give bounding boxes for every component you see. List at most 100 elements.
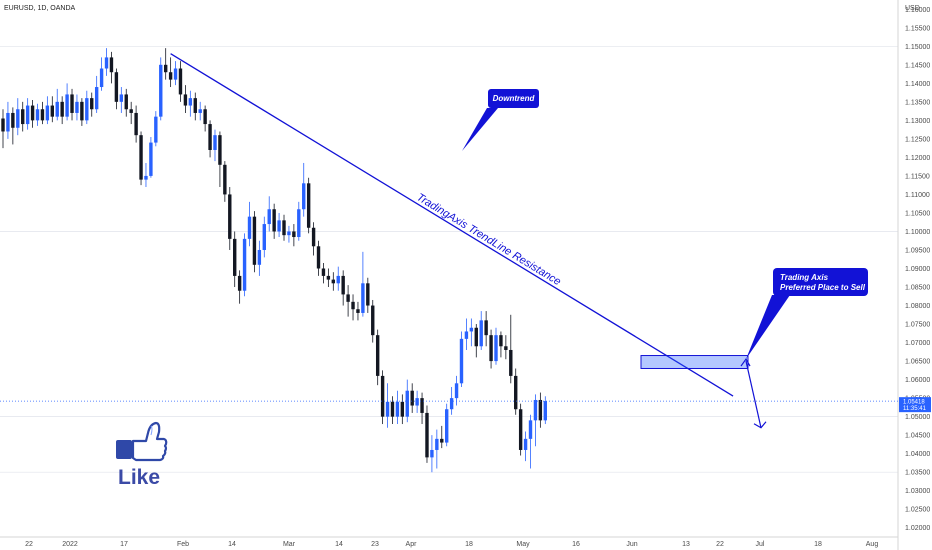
candle-body[interactable]	[168, 72, 173, 80]
candle-body[interactable]	[233, 238, 237, 276]
candle-body[interactable]	[484, 320, 488, 336]
candle-body[interactable]	[504, 346, 508, 350]
candle-body[interactable]	[183, 94, 188, 106]
candle-body[interactable]	[316, 246, 321, 269]
sell-callout[interactable]: Trading Axis Preferred Place to Sell	[746, 268, 868, 359]
candle-body[interactable]	[375, 335, 380, 376]
candle-body[interactable]	[336, 275, 340, 284]
candle-body[interactable]	[533, 399, 538, 421]
candle-body[interactable]	[1, 118, 5, 132]
candle-body[interactable]	[40, 109, 45, 121]
candle-body[interactable]	[119, 94, 124, 102]
candle-body[interactable]	[90, 98, 94, 110]
candle-body[interactable]	[538, 399, 543, 421]
candle-body[interactable]	[454, 383, 459, 399]
candle-body[interactable]	[149, 142, 153, 176]
candle-body[interactable]	[489, 335, 493, 362]
candle-body[interactable]	[144, 175, 148, 180]
candle-body[interactable]	[237, 275, 242, 291]
candle-body[interactable]	[464, 331, 469, 339]
candle-body[interactable]	[430, 449, 434, 458]
candle-body[interactable]	[70, 94, 74, 113]
candle-body[interactable]	[380, 375, 385, 417]
projection-arrow[interactable]	[740, 357, 767, 429]
candle-body[interactable]	[292, 231, 296, 238]
time-axis[interactable]: 22 2022 17 Feb 14 Mar 14 23 Apr 18 May 16 Jun 13 22 Jul…	[25, 541, 878, 548]
candle-body[interactable]	[385, 401, 390, 417]
candle-body[interactable]	[60, 101, 64, 117]
candle-body[interactable]	[247, 216, 252, 239]
candle-body[interactable]	[242, 238, 247, 291]
candle-body[interactable]	[287, 231, 291, 236]
candle-body[interactable]	[198, 109, 202, 113]
candle-body[interactable]	[21, 109, 25, 125]
candle-body[interactable]	[163, 64, 168, 73]
candle-body[interactable]	[420, 398, 424, 413]
candle-body[interactable]	[518, 409, 523, 450]
candle-body[interactable]	[55, 101, 59, 117]
candle-body[interactable]	[6, 112, 10, 132]
candle-body[interactable]	[178, 68, 183, 95]
candle-body[interactable]	[188, 98, 193, 106]
candle-body[interactable]	[11, 112, 15, 128]
candle-body[interactable]	[390, 401, 395, 417]
candle-body[interactable]	[425, 412, 429, 458]
price-axis[interactable]: 1.16000 1.15500 1.15000 1.14500 1.14000 1.135…	[905, 7, 930, 532]
candle-body[interactable]	[277, 220, 281, 232]
candle-body[interactable]	[218, 135, 222, 165]
candle-body[interactable]	[297, 209, 301, 238]
candle-body[interactable]	[104, 57, 109, 69]
candle-body[interactable]	[99, 68, 104, 88]
candle-body[interactable]	[193, 98, 197, 113]
candle-body[interactable]	[35, 109, 40, 121]
candle-body[interactable]	[356, 309, 360, 313]
candle-body[interactable]	[445, 409, 449, 443]
candle-body[interactable]	[159, 64, 163, 117]
candle-body[interactable]	[25, 105, 30, 125]
candle-body[interactable]	[528, 420, 533, 439]
candle-body[interactable]	[469, 327, 474, 332]
candle-body[interactable]	[366, 283, 370, 306]
candle-body[interactable]	[415, 398, 419, 406]
candle-body[interactable]	[523, 438, 528, 450]
candle-body[interactable]	[109, 57, 114, 73]
candle-body[interactable]	[94, 87, 99, 110]
candle-body[interactable]	[326, 275, 331, 280]
candle-body[interactable]	[134, 112, 138, 136]
candle-body[interactable]	[543, 401, 547, 421]
candle-body[interactable]	[154, 116, 158, 143]
candle-body[interactable]	[213, 135, 217, 150]
candle-body[interactable]	[321, 268, 326, 276]
candle-body[interactable]	[16, 109, 20, 128]
candle-body[interactable]	[267, 209, 271, 225]
candles[interactable]	[1, 48, 547, 473]
candle-body[interactable]	[371, 305, 375, 336]
candle-body[interactable]	[435, 438, 439, 450]
candle-body[interactable]	[45, 105, 50, 121]
candle-body[interactable]	[203, 109, 207, 125]
candle-body[interactable]	[282, 220, 286, 236]
downtrend-callout[interactable]: Downtrend	[462, 89, 539, 151]
candle-body[interactable]	[474, 327, 478, 347]
candle-body[interactable]	[351, 301, 355, 310]
like-badge[interactable]: Like	[116, 421, 168, 489]
candle-body[interactable]	[139, 135, 143, 180]
candle-body[interactable]	[459, 338, 464, 384]
candle-body[interactable]	[80, 101, 84, 121]
candle-body[interactable]	[75, 101, 79, 113]
candle-body[interactable]	[449, 398, 454, 410]
candle-body[interactable]	[361, 283, 365, 313]
candle-body[interactable]	[346, 294, 350, 302]
candle-body[interactable]	[440, 438, 444, 443]
candle-body[interactable]	[311, 227, 316, 247]
candle-body[interactable]	[173, 68, 178, 80]
candle-body[interactable]	[331, 279, 336, 284]
candle-body[interactable]	[257, 249, 262, 265]
candle-body[interactable]	[262, 224, 266, 250]
candle-body[interactable]	[228, 194, 232, 239]
candle-body[interactable]	[514, 375, 518, 410]
candle-body[interactable]	[395, 401, 400, 417]
candle-body[interactable]	[30, 105, 35, 121]
trendline-resistance[interactable]	[170, 53, 734, 397]
candle-body[interactable]	[405, 390, 409, 417]
